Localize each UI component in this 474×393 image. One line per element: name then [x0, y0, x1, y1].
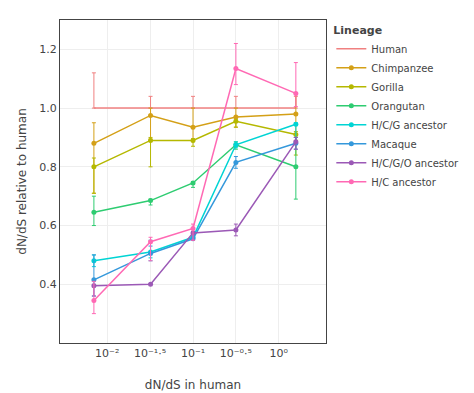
svg-text:10⁻²: 10⁻² [95, 347, 119, 360]
svg-text:Orangutan: Orangutan [371, 101, 425, 112]
svg-text:10⁻¹: 10⁻¹ [181, 347, 205, 360]
svg-text:H/C/G/O ancestor: H/C/G/O ancestor [371, 158, 459, 169]
svg-text:0.6: 0.6 [39, 219, 57, 232]
svg-text:0.4: 0.4 [39, 278, 57, 291]
svg-text:0.8: 0.8 [39, 161, 57, 174]
svg-text:H/C/G ancestor: H/C/G ancestor [371, 120, 448, 131]
svg-text:Lineage: Lineage [333, 24, 382, 37]
svg-text:Chimpanzee: Chimpanzee [371, 63, 433, 74]
svg-text:10⁻⁰·⁵: 10⁻⁰·⁵ [220, 347, 252, 360]
svg-text:H/C ancestor: H/C ancestor [371, 177, 436, 188]
svg-text:10⁰: 10⁰ [270, 347, 289, 360]
svg-text:Human: Human [371, 44, 407, 55]
svg-text:Gorilla: Gorilla [371, 82, 403, 93]
svg-text:10⁻¹·⁵: 10⁻¹·⁵ [134, 347, 166, 360]
svg-text:dN/dS in human: dN/dS in human [145, 378, 241, 392]
svg-text:Macaque: Macaque [371, 139, 416, 150]
svg-text:dN/dS relative to human: dN/dS relative to human [15, 108, 29, 254]
svg-text:1.2: 1.2 [39, 43, 57, 56]
svg-text:1.0: 1.0 [39, 102, 57, 115]
